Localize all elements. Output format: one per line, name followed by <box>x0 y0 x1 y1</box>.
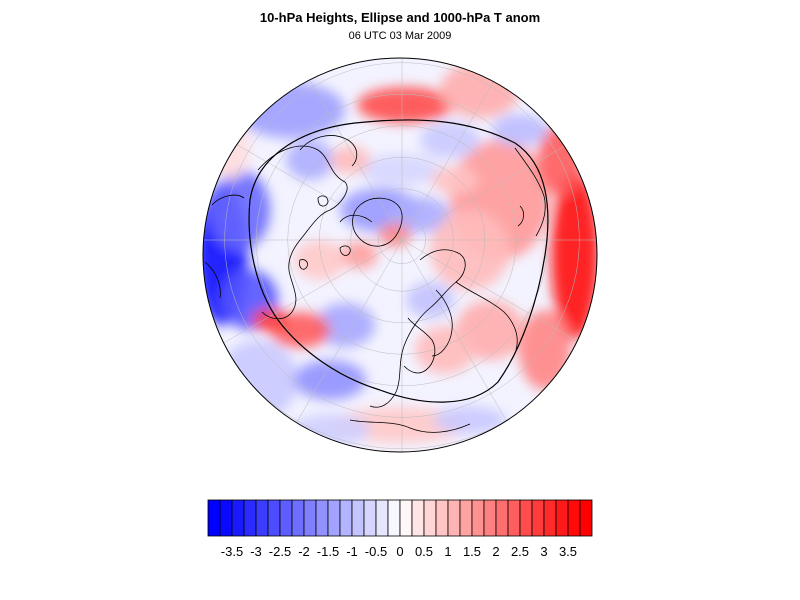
colorbar-box <box>519 499 533 537</box>
cold-anomaly-region <box>360 154 440 186</box>
colorbar-tick-label: -2 <box>298 544 310 559</box>
colorbar-box <box>315 499 329 537</box>
colorbar-box <box>555 499 569 537</box>
colorbar-box <box>507 499 521 537</box>
map-title: 10-hPa Heights, Ellipse and 1000-hPa T a… <box>259 10 541 25</box>
colorbar-box <box>399 499 413 537</box>
colorbar-box <box>471 499 485 537</box>
colorbar-box <box>387 499 401 537</box>
coastline-greenland <box>352 197 403 247</box>
warm-anomaly-region <box>379 223 411 247</box>
longitude-line <box>271 58 403 241</box>
colorbar-tick-label: 3.5 <box>559 544 577 559</box>
colorbar-box <box>267 499 281 537</box>
colorbar-tick-label: 1.5 <box>463 544 481 559</box>
colorbar-box <box>459 499 473 537</box>
colorbar-tick-label: -2.5 <box>269 544 291 559</box>
colorbar-box <box>243 499 257 537</box>
ellipse-contour <box>248 119 549 403</box>
colorbar-box <box>483 499 497 537</box>
warm-anomaly-region <box>357 87 453 123</box>
warm-anomaly-region <box>294 240 346 280</box>
colorbar-tick-label: -1.5 <box>317 544 339 559</box>
colorbar-ticks: -3.5 -3 -2.5 -2 -1.5 -1 -0.5 0 0.5 1 1.5 2 2.5 3 3.5 <box>221 544 577 559</box>
colorbar-box <box>531 499 545 537</box>
colorbar-tick-label: 0.5 <box>415 544 433 559</box>
colorbar-boxes <box>207 499 593 537</box>
colorbar-box <box>543 499 557 537</box>
colorbar-box <box>435 499 449 537</box>
warm-anomaly-region <box>431 166 479 194</box>
colorbar-box <box>207 499 221 537</box>
colorbar-box <box>495 499 509 537</box>
colorbar-tick-label: 0 <box>396 544 403 559</box>
colorbar-box <box>303 499 317 537</box>
map-subtitle: 06 UTC 03 Mar 2009 <box>348 30 452 42</box>
coastline-asia-east <box>514 147 546 237</box>
colorbar-box <box>363 499 377 537</box>
warm-anomaly-region <box>342 241 378 269</box>
coastline-eurasia <box>339 214 518 408</box>
colorbar-tick-label: -0.5 <box>365 544 387 559</box>
colorbar-box <box>423 499 437 537</box>
globe-outline <box>202 57 598 453</box>
colorbar-tick-label: 3 <box>540 544 547 559</box>
warm-anomaly-region <box>430 210 510 290</box>
colorbar-box <box>327 499 341 537</box>
colorbar-box <box>411 499 425 537</box>
coastlines <box>204 135 546 433</box>
colorbar-box <box>279 499 293 537</box>
colorbar-tick-label: -1 <box>346 544 358 559</box>
cold-anomaly-region <box>294 360 366 400</box>
colorbar-tick-label: -3 <box>250 544 262 559</box>
cold-anomaly-region <box>434 406 506 434</box>
warm-anomaly-region <box>252 308 288 332</box>
warm-anomaly-region <box>551 170 597 340</box>
coastline-islands <box>299 195 351 270</box>
coastline-south <box>204 194 471 433</box>
colorbar-box <box>579 499 593 537</box>
colorbar-tick-label: 2 <box>492 544 499 559</box>
colorbar-box <box>231 499 245 537</box>
colorbar-tick-label: -3.5 <box>221 544 243 559</box>
cold-anomaly-region <box>315 303 375 347</box>
colorbar-box <box>375 499 389 537</box>
colorbar-box <box>291 499 305 537</box>
colorbar-box <box>255 499 269 537</box>
cold-anomaly-region <box>286 140 334 180</box>
colorbar-box <box>339 499 353 537</box>
coastline-europe-detail <box>403 289 453 374</box>
colorbar-box <box>447 499 461 537</box>
colorbar-tick-label: 1 <box>444 544 451 559</box>
colorbar-box <box>351 499 365 537</box>
colorbar-box <box>567 499 581 537</box>
cold-anomaly-region <box>390 197 450 233</box>
longitude-line <box>401 58 533 241</box>
height-ellipse <box>248 119 549 403</box>
colorbar-box <box>219 499 233 537</box>
coastline-north-america <box>257 135 358 320</box>
colorbar-tick-label: 2.5 <box>511 544 529 559</box>
